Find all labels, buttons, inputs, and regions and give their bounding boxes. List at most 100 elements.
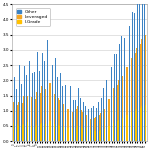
Bar <box>72 128 74 141</box>
Bar <box>49 121 51 141</box>
Bar <box>41 123 43 141</box>
Bar <box>59 100 61 126</box>
Bar <box>62 104 64 127</box>
Bar <box>23 124 25 141</box>
Bar <box>41 86 43 123</box>
Bar <box>52 89 54 123</box>
Bar <box>113 123 115 141</box>
Bar <box>126 115 128 141</box>
Bar <box>36 92 38 125</box>
Bar <box>88 117 89 129</box>
Bar <box>64 128 66 141</box>
Bar <box>78 88 79 141</box>
Bar <box>26 122 28 141</box>
Bar <box>39 93 41 124</box>
Bar <box>118 80 120 120</box>
Bar <box>65 85 66 141</box>
Bar <box>103 129 105 141</box>
Bar <box>113 88 115 123</box>
Bar <box>124 38 125 141</box>
Bar <box>52 65 53 141</box>
Bar <box>77 106 79 126</box>
Bar <box>139 108 141 141</box>
Bar <box>126 67 128 115</box>
Bar <box>82 112 84 127</box>
Bar <box>67 128 69 141</box>
Legend: Other, Leveraged, I-Grade: Other, Leveraged, I-Grade <box>16 8 50 26</box>
Bar <box>98 115 100 130</box>
Bar <box>42 53 43 141</box>
Bar <box>144 0 145 141</box>
Bar <box>129 62 130 114</box>
Bar <box>70 86 71 141</box>
Bar <box>77 126 79 141</box>
Bar <box>141 39 143 106</box>
Bar <box>29 124 30 141</box>
Bar <box>29 94 30 124</box>
Bar <box>14 77 15 141</box>
Bar <box>34 127 36 141</box>
Bar <box>49 83 51 121</box>
Bar <box>100 130 102 141</box>
Bar <box>111 94 112 124</box>
Bar <box>116 85 118 121</box>
Bar <box>141 106 143 141</box>
Bar <box>32 73 33 141</box>
Bar <box>21 103 23 125</box>
Bar <box>116 121 118 141</box>
Bar <box>111 67 112 141</box>
Bar <box>23 96 25 124</box>
Bar <box>39 124 41 141</box>
Bar <box>93 118 94 130</box>
Bar <box>34 72 35 141</box>
Bar <box>98 130 100 141</box>
Bar <box>44 88 46 124</box>
Bar <box>111 124 112 141</box>
Bar <box>108 126 110 141</box>
Bar <box>52 123 54 141</box>
Bar <box>93 106 94 141</box>
Bar <box>13 123 15 141</box>
Bar <box>121 118 123 141</box>
Bar <box>109 68 110 141</box>
Bar <box>72 112 74 128</box>
Bar <box>139 44 141 108</box>
Bar <box>85 115 87 128</box>
Bar <box>31 97 33 126</box>
Bar <box>47 40 48 141</box>
Bar <box>144 35 146 105</box>
Bar <box>75 100 76 141</box>
Bar <box>139 1 140 141</box>
Bar <box>73 99 74 141</box>
Bar <box>96 108 97 141</box>
Bar <box>46 122 48 141</box>
Bar <box>37 52 38 141</box>
Bar <box>31 126 33 141</box>
Bar <box>62 85 63 141</box>
Bar <box>16 105 18 124</box>
Bar <box>62 127 64 141</box>
Bar <box>90 130 92 141</box>
Bar <box>34 99 36 127</box>
Bar <box>136 48 138 109</box>
Bar <box>60 73 61 141</box>
Bar <box>108 99 110 126</box>
Bar <box>90 119 92 130</box>
Bar <box>75 109 76 128</box>
Bar <box>44 61 45 141</box>
Bar <box>80 110 82 127</box>
Bar <box>95 117 97 131</box>
Bar <box>136 109 138 141</box>
Bar <box>88 129 89 141</box>
Bar <box>123 117 125 141</box>
Bar <box>39 71 40 141</box>
Bar <box>75 128 76 141</box>
Bar <box>18 126 20 141</box>
Bar <box>131 112 133 141</box>
Bar <box>29 61 30 141</box>
Bar <box>36 125 38 141</box>
Bar <box>21 84 22 141</box>
Bar <box>13 102 15 123</box>
Bar <box>21 125 23 141</box>
Bar <box>67 109 69 128</box>
